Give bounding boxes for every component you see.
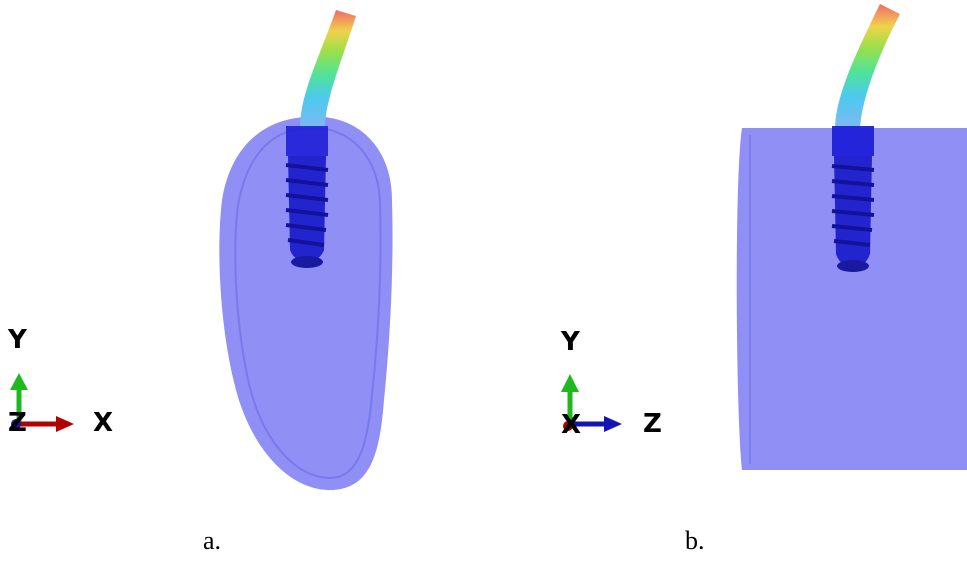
axis-label-right: Z xyxy=(643,409,662,439)
caption-b: b. xyxy=(685,526,705,555)
axis-triad-a xyxy=(10,373,74,432)
abutment-beam xyxy=(835,4,900,128)
axis-label-up: Y xyxy=(561,327,580,357)
abutment-beam xyxy=(300,10,356,128)
y-axis-arrowhead xyxy=(561,374,579,392)
panel-a-render xyxy=(219,10,393,490)
axis-label-out: X xyxy=(561,410,582,440)
panel-a: Y Z X a. xyxy=(0,0,480,572)
z-axis-arrowhead xyxy=(604,416,622,432)
axis-triad-b xyxy=(561,374,622,432)
panel-b-render xyxy=(736,4,967,470)
panel-b: Y X Z b. xyxy=(480,0,967,572)
x-axis-arrowhead xyxy=(56,416,74,432)
caption-a: a. xyxy=(203,526,222,555)
bone-block xyxy=(736,128,967,470)
axis-label-right: X xyxy=(93,408,114,438)
z-axis-dot xyxy=(11,419,21,429)
bone-cross-section xyxy=(219,116,393,490)
cortical-layer-inner xyxy=(234,126,382,480)
implant xyxy=(831,126,875,272)
axis-label-up: Y xyxy=(8,325,27,355)
implant xyxy=(285,126,329,268)
x-axis-dot xyxy=(563,421,573,431)
axis-label-out: Z xyxy=(8,408,27,438)
y-axis-arrowhead xyxy=(10,373,28,390)
